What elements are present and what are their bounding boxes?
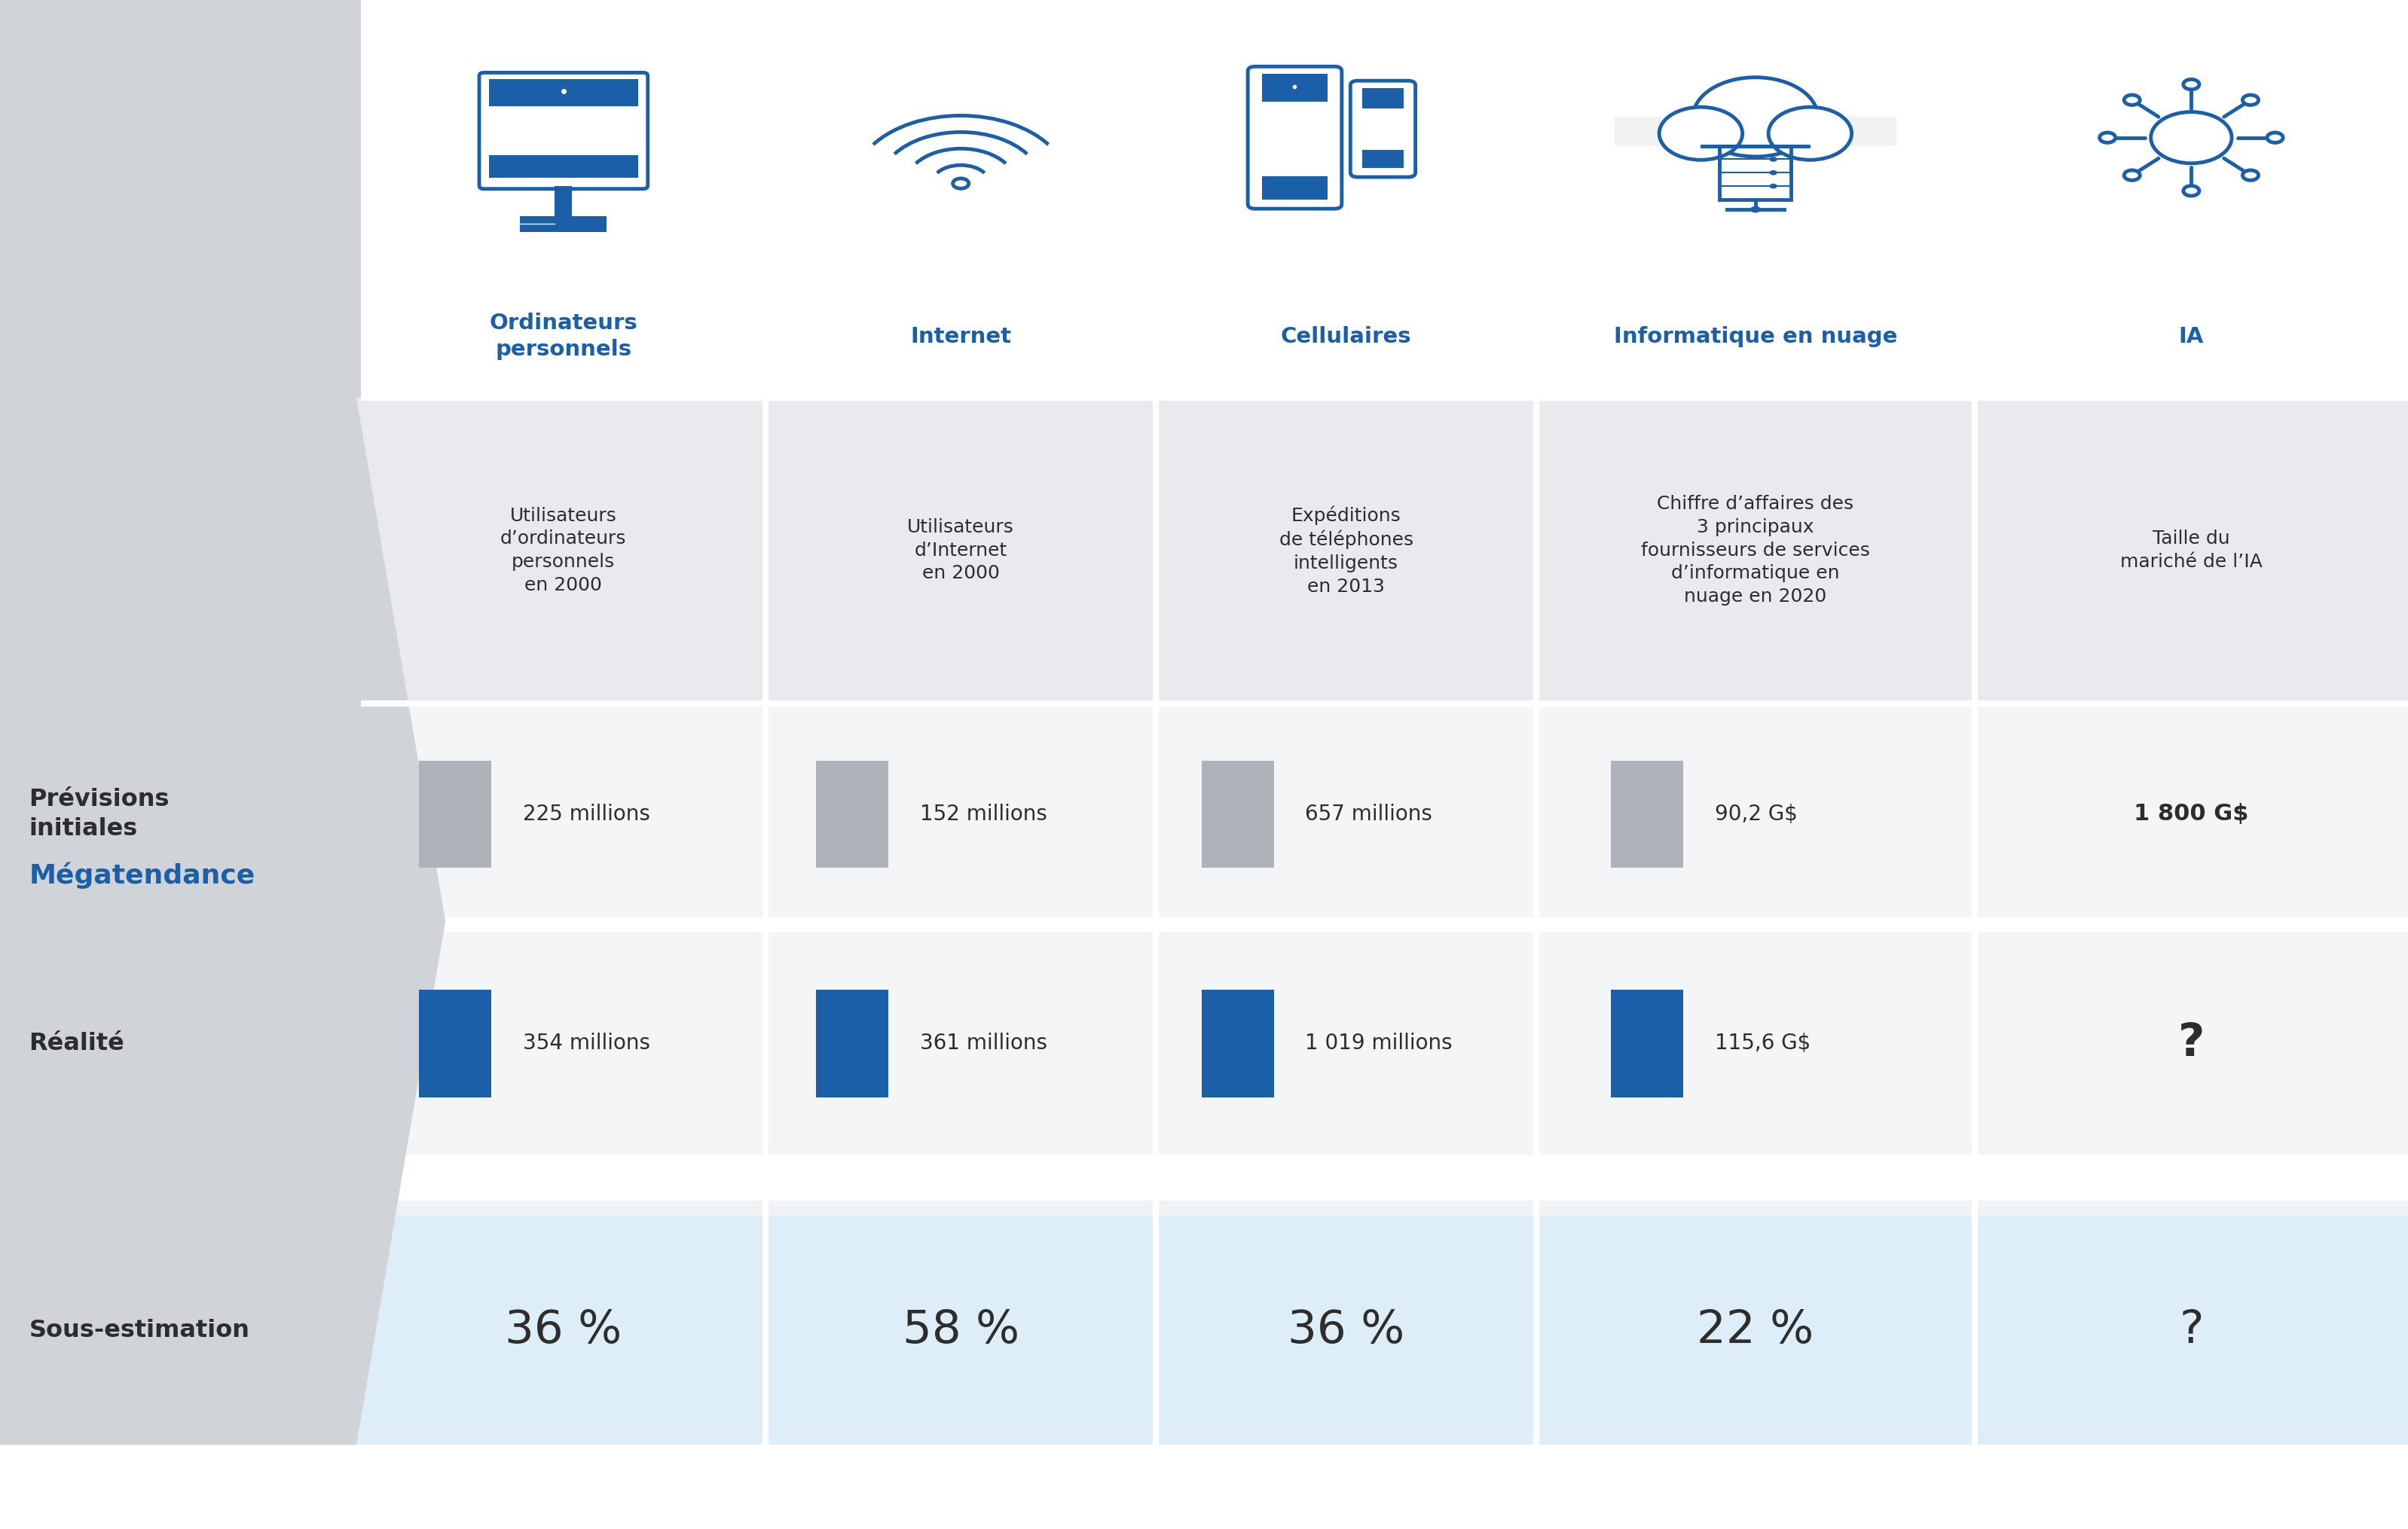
- Text: 354 millions: 354 millions: [523, 1034, 650, 1053]
- Text: Prévisions
initiales: Prévisions initiales: [29, 787, 169, 841]
- Text: Cellulaires: Cellulaires: [1281, 326, 1411, 347]
- Text: 36 %: 36 %: [1288, 1307, 1404, 1353]
- FancyBboxPatch shape: [1351, 81, 1416, 177]
- Text: Réalité: Réalité: [29, 1032, 125, 1055]
- Circle shape: [2242, 170, 2259, 180]
- Circle shape: [1770, 157, 1777, 162]
- Text: Taille du
mariché de l’IA: Taille du mariché de l’IA: [2119, 531, 2264, 570]
- Bar: [0, 1216, 2408, 1445]
- Text: Informatique en nuage: Informatique en nuage: [1613, 326, 1898, 347]
- Polygon shape: [0, 398, 445, 1445]
- Text: Expéditions
de téléphones
intelligents
en 2013: Expéditions de téléphones intelligents e…: [1279, 506, 1413, 595]
- Bar: [816, 991, 889, 1098]
- Bar: [816, 761, 889, 868]
- Text: ?: ?: [2179, 1307, 2203, 1353]
- Text: Chiffre d’affaires des
3 principaux
fournisseurs de services
d’informatique en
n: Chiffre d’affaires des 3 principaux four…: [1640, 495, 1871, 605]
- Circle shape: [2242, 95, 2259, 106]
- Bar: [0, 917, 2408, 933]
- Bar: [0, 703, 2408, 925]
- Bar: [0, 1154, 2408, 1200]
- Bar: [0, 398, 2408, 703]
- Text: Utilisateurs
d’ordinateurs
personnels
en 2000: Utilisateurs d’ordinateurs personnels en…: [501, 506, 626, 595]
- Bar: [1262, 177, 1327, 200]
- Bar: [361, 0, 2408, 275]
- Circle shape: [1659, 107, 1743, 161]
- Circle shape: [2124, 95, 2141, 106]
- Text: 225 millions: 225 millions: [523, 804, 650, 824]
- Circle shape: [1767, 107, 1852, 161]
- Text: 22 %: 22 %: [1698, 1307, 1813, 1353]
- Circle shape: [2100, 133, 2117, 142]
- Bar: [1262, 75, 1327, 102]
- Bar: [1719, 145, 1792, 200]
- Text: Internet: Internet: [910, 326, 1011, 347]
- Text: 1 800 G$: 1 800 G$: [2133, 803, 2249, 826]
- Bar: [1611, 991, 1683, 1098]
- Bar: [0, 1445, 2408, 1529]
- Circle shape: [1770, 183, 1777, 188]
- Bar: [1611, 761, 1683, 868]
- Circle shape: [2184, 80, 2199, 90]
- Text: 36 %: 36 %: [506, 1307, 621, 1353]
- Circle shape: [1770, 170, 1777, 176]
- Text: 152 millions: 152 millions: [920, 804, 1047, 824]
- Text: 361 millions: 361 millions: [920, 1034, 1047, 1053]
- Text: Ordinateurs
personnels: Ordinateurs personnels: [489, 313, 638, 359]
- Circle shape: [1751, 206, 1760, 213]
- Bar: [1202, 761, 1274, 868]
- FancyBboxPatch shape: [479, 73, 648, 190]
- Text: Sous-estimation: Sous-estimation: [29, 1318, 250, 1342]
- Circle shape: [2150, 112, 2232, 164]
- FancyBboxPatch shape: [1247, 67, 1341, 209]
- Text: 90,2 G$: 90,2 G$: [1714, 804, 1796, 824]
- Text: 115,6 G$: 115,6 G$: [1714, 1034, 1811, 1053]
- Text: 657 millions: 657 millions: [1305, 804, 1433, 824]
- Bar: [361, 275, 2408, 398]
- Text: 1 019 millions: 1 019 millions: [1305, 1034, 1452, 1053]
- Bar: [1202, 991, 1274, 1098]
- Bar: [0, 925, 2408, 1162]
- Bar: [1613, 118, 1898, 145]
- Text: Mégatendance: Mégatendance: [29, 862, 255, 888]
- Bar: [1363, 150, 1404, 168]
- Text: Utilisateurs
d’Internet
en 2000: Utilisateurs d’Internet en 2000: [908, 518, 1014, 583]
- Bar: [1363, 89, 1404, 109]
- Circle shape: [2266, 133, 2283, 142]
- Bar: [0, 275, 361, 398]
- Text: IA: IA: [2179, 326, 2203, 347]
- Circle shape: [1693, 78, 1818, 156]
- Bar: [489, 156, 638, 179]
- Text: 58 %: 58 %: [903, 1307, 1019, 1353]
- Bar: [419, 761, 491, 868]
- Bar: [520, 217, 607, 232]
- Text: ?: ?: [2177, 1021, 2206, 1066]
- Bar: [0, 0, 361, 275]
- Bar: [419, 991, 491, 1098]
- Circle shape: [2124, 170, 2141, 180]
- Bar: [554, 187, 573, 225]
- Bar: [489, 80, 638, 107]
- Circle shape: [2184, 187, 2199, 196]
